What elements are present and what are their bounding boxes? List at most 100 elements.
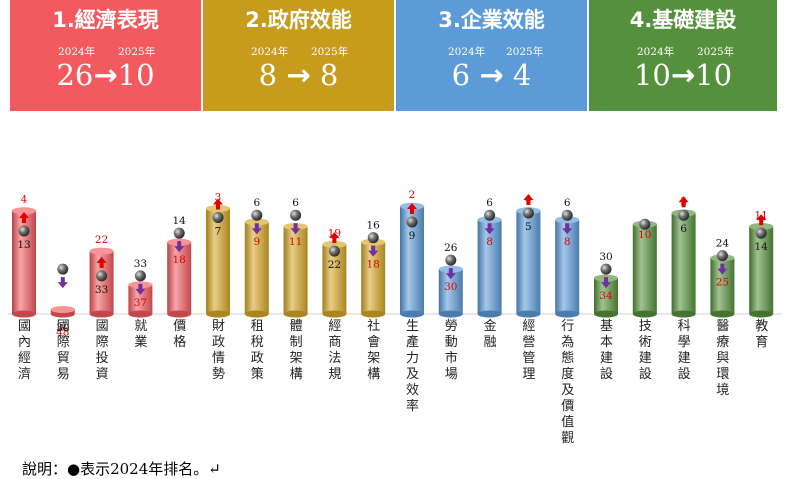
rank-from: 6 [451,58,471,92]
category-label: 體制架構 [290,319,303,382]
arrow-up-icon [523,193,534,205]
bar-base [167,310,192,318]
bar-base [516,310,541,318]
rank-2024-dot [406,216,418,228]
bar-base [594,310,618,318]
arrow-down-icon [368,245,379,257]
bar-base [477,310,502,318]
arrow-down-icon [251,223,262,235]
bar-base [361,310,386,318]
rank-2024-label: 6 [680,223,687,235]
rank-2024-dot [445,254,457,266]
bar-group: 11 6 體制架構 [283,197,308,382]
category-label: 經營管理 [522,319,535,382]
rank-2024-dot [678,209,690,221]
group-box-business: 3.企業效能 2024年 2025年 6 → 4 [396,0,587,111]
group-title: 2.政府效能 [245,8,352,32]
bar-cap [89,247,114,255]
rank-to: 8 [319,58,339,92]
rank-change: 10→10 [589,58,777,92]
rank-2024-dot [522,207,534,219]
category-label: 技術建設 [639,319,652,382]
year-to: 2025年 [311,46,349,58]
category-label: 金融 [484,318,497,350]
rank-2025-label: 11 [289,236,302,248]
bar [632,224,657,314]
rank-2024-dot [57,263,69,275]
rank-2025-label: 5 [680,196,687,208]
group-title: 3.企業效能 [438,8,545,32]
bar-group: 19 22 經商法規 [322,227,347,382]
bar [167,242,192,314]
bar-group: 11 14 教育 [749,209,774,350]
rank-2024-label: 7 [215,225,222,237]
footnote: 說明：●表示2024年排名。↵ [22,460,221,478]
bar [206,208,230,314]
rank-2024-label: 5 [525,221,532,233]
year-to: 2025年 [697,46,735,58]
rank-2025-label: 37 [134,297,147,309]
year-to: 2025年 [506,46,544,58]
bar-group: 22 33 國際投資 [89,234,114,382]
bar-group: 4 13 國內經濟 [12,194,36,382]
rank-2025-label: 30 [444,281,457,293]
bar-base [555,310,580,318]
rank-2024-label: 6 [253,197,260,209]
rank-2025-label: 2 [409,189,416,201]
bar-base [438,310,463,318]
bar-base [12,310,36,318]
rank-2024-dot [290,209,302,221]
rank-2024-dot [18,225,30,237]
rank-2025-label: 25 [716,277,729,289]
category-label: 國際投資 [96,319,109,382]
rank-2024-dot [484,209,496,221]
rank-2024-label: 30 [599,251,612,263]
bar-base [283,310,308,318]
bar-base [244,310,269,318]
rank-2024-label: 6 [292,197,299,209]
arrow-down-icon [174,241,185,253]
bar-group: 9 6 租稅政策 [244,197,269,382]
arrow-up-icon [96,256,107,268]
rank-2025-label: 18 [367,259,380,271]
arrow-down-icon [135,283,146,295]
bar-cap [749,222,774,230]
rank-2024-label: 24 [716,238,730,250]
bar-base [89,310,114,318]
year-from: 2024年 [637,46,675,58]
rank-2024-dot [755,227,767,239]
arrow-up-icon [407,202,417,214]
rank-2024-label: 6 [486,197,493,209]
bar [555,219,580,314]
category-label: 教育 [755,318,768,350]
rank-2024-dot [134,270,146,282]
arrow-up-icon [678,196,689,208]
bar-group: 4 5 經營管理 [516,193,541,382]
rank-change: 8 → 8 [203,58,394,92]
category-label: 基本建設 [600,319,613,382]
arrow-right-icon: → [670,58,696,92]
arrow-down-icon [601,277,611,289]
rank-from: 10 [633,58,671,92]
bar-group: 30 26 勞動市場 [438,242,463,382]
year-to: 2025年 [118,46,156,58]
rank-to: 10 [117,58,155,92]
category-label: 國際貿易 [57,319,70,382]
arrow-down-icon [445,268,456,280]
rank-from: 26 [56,58,94,92]
arrow-up-icon [329,232,340,244]
rank-2025-label: 34 [599,290,613,302]
group-title: 4.基礎建設 [629,8,737,32]
arrow-up-icon [213,198,223,210]
arrow-down-icon [57,277,68,289]
bar-group: 3 7 財政情勢 [206,191,230,382]
arrow-up-icon [756,214,767,226]
arrow-right-icon: → [93,58,118,92]
arrow-right-icon: → [479,58,504,92]
arrow-down-icon [484,223,495,235]
category-label: 醫療與環境 [716,319,729,398]
rank-2024-label: 14 [755,241,769,253]
rank-2024-dot [639,218,651,230]
rank-change: 6 → 4 [396,58,587,92]
rank-2024-label: 33 [95,284,108,296]
